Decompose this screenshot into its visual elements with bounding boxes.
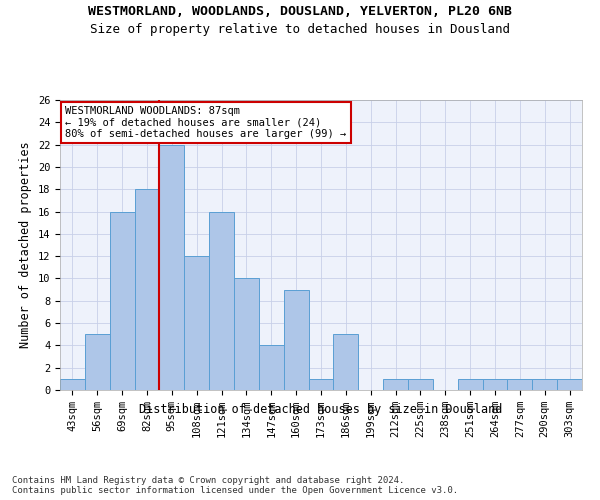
- Bar: [458, 379, 482, 390]
- Bar: [308, 379, 334, 390]
- Bar: [60, 379, 85, 390]
- Bar: [557, 379, 582, 390]
- Bar: [482, 379, 508, 390]
- Text: WESTMORLAND WOODLANDS: 87sqm
← 19% of detached houses are smaller (24)
80% of se: WESTMORLAND WOODLANDS: 87sqm ← 19% of de…: [65, 106, 346, 139]
- Bar: [184, 256, 209, 390]
- Y-axis label: Number of detached properties: Number of detached properties: [19, 142, 32, 348]
- Bar: [508, 379, 532, 390]
- Text: Distribution of detached houses by size in Dousland: Distribution of detached houses by size …: [139, 402, 503, 415]
- Bar: [334, 334, 358, 390]
- Bar: [259, 346, 284, 390]
- Bar: [209, 212, 234, 390]
- Bar: [234, 278, 259, 390]
- Text: WESTMORLAND, WOODLANDS, DOUSLAND, YELVERTON, PL20 6NB: WESTMORLAND, WOODLANDS, DOUSLAND, YELVER…: [88, 5, 512, 18]
- Bar: [160, 144, 184, 390]
- Bar: [408, 379, 433, 390]
- Bar: [383, 379, 408, 390]
- Bar: [284, 290, 308, 390]
- Text: Contains HM Land Registry data © Crown copyright and database right 2024.
Contai: Contains HM Land Registry data © Crown c…: [12, 476, 458, 495]
- Bar: [85, 334, 110, 390]
- Bar: [532, 379, 557, 390]
- Bar: [134, 189, 160, 390]
- Bar: [110, 212, 134, 390]
- Text: Size of property relative to detached houses in Dousland: Size of property relative to detached ho…: [90, 22, 510, 36]
